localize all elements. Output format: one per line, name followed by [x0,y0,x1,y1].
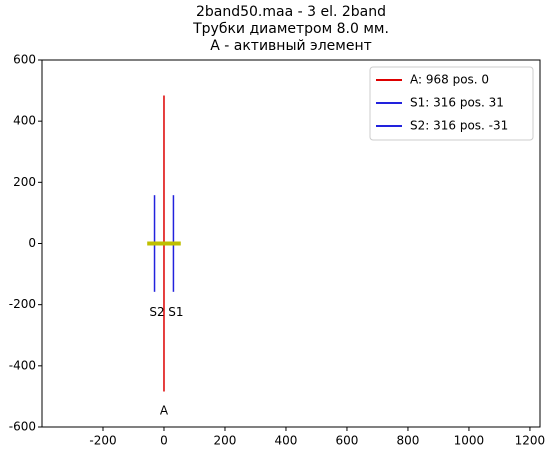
legend-box [369,66,534,141]
y-tick-label: 200 [13,175,36,189]
annotation: S1 [168,305,183,319]
x-tick-label: 1200 [515,434,546,448]
legend-label: S1: 316 pos. 31 [410,96,504,110]
chart-title: Трубки диаметром 8.0 мм. [192,21,389,37]
x-tick-label: 1000 [454,434,485,448]
y-tick-label: 600 [13,53,36,67]
x-tick-label: 600 [336,434,359,448]
x-tick-label: 800 [396,434,419,448]
plot-frame [41,59,541,428]
y-tick-label: -200 [9,297,36,311]
y-tick-label: -400 [9,358,36,372]
y-tick-label: -600 [9,420,36,434]
annotation: S2 [149,305,164,319]
x-tick-label: -200 [89,434,116,448]
chart-title: A - активный элемент [210,38,372,54]
y-tick-label: 0 [28,236,36,250]
annotation: A [160,404,169,418]
chart-title: 2band50.maa - 3 el. 2band [196,4,386,20]
y-tick-label: 400 [13,114,36,128]
x-tick-label: 200 [214,434,237,448]
x-tick-label: 400 [275,434,298,448]
legend-label: S2: 316 pos. -31 [410,119,508,133]
legend-label: A: 968 pos. 0 [410,73,489,87]
x-tick-label: 0 [160,434,168,448]
